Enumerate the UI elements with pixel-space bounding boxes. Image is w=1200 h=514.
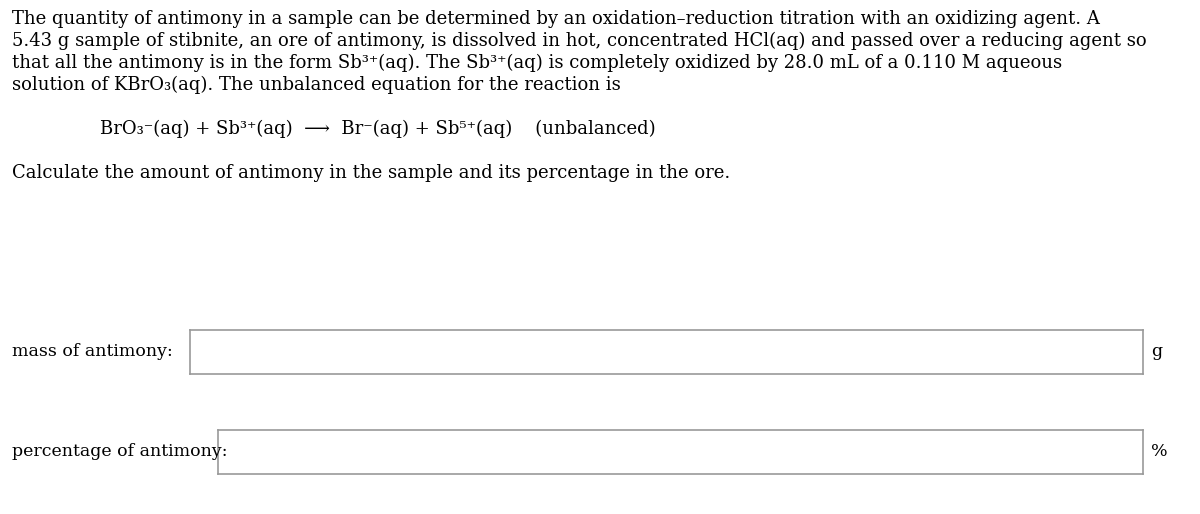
Text: mass of antimony:: mass of antimony:: [12, 343, 173, 360]
Text: The quantity of antimony in a sample can be determined by an oxidation–reduction: The quantity of antimony in a sample can…: [12, 10, 1100, 28]
Text: BrO₃⁻(aq) + Sb³⁺(aq)  ⟶  Br⁻(aq) + Sb⁵⁺(aq)    (unbalanced): BrO₃⁻(aq) + Sb³⁺(aq) ⟶ Br⁻(aq) + Sb⁵⁺(aq…: [100, 120, 655, 138]
Text: 5.43 g sample of stibnite, an ore of antimony, is dissolved in hot, concentrated: 5.43 g sample of stibnite, an ore of ant…: [12, 32, 1147, 50]
Text: g: g: [1151, 343, 1162, 360]
Text: Calculate the amount of antimony in the sample and its percentage in the ore.: Calculate the amount of antimony in the …: [12, 164, 731, 182]
Text: solution of KBrO₃(aq). The unbalanced equation for the reaction is: solution of KBrO₃(aq). The unbalanced eq…: [12, 76, 620, 94]
Text: that all the antimony is in the form Sb³⁺(aq). The Sb³⁺(aq) is completely oxidiz: that all the antimony is in the form Sb³…: [12, 54, 1062, 72]
Text: percentage of antimony:: percentage of antimony:: [12, 444, 228, 461]
Text: %: %: [1151, 444, 1168, 461]
